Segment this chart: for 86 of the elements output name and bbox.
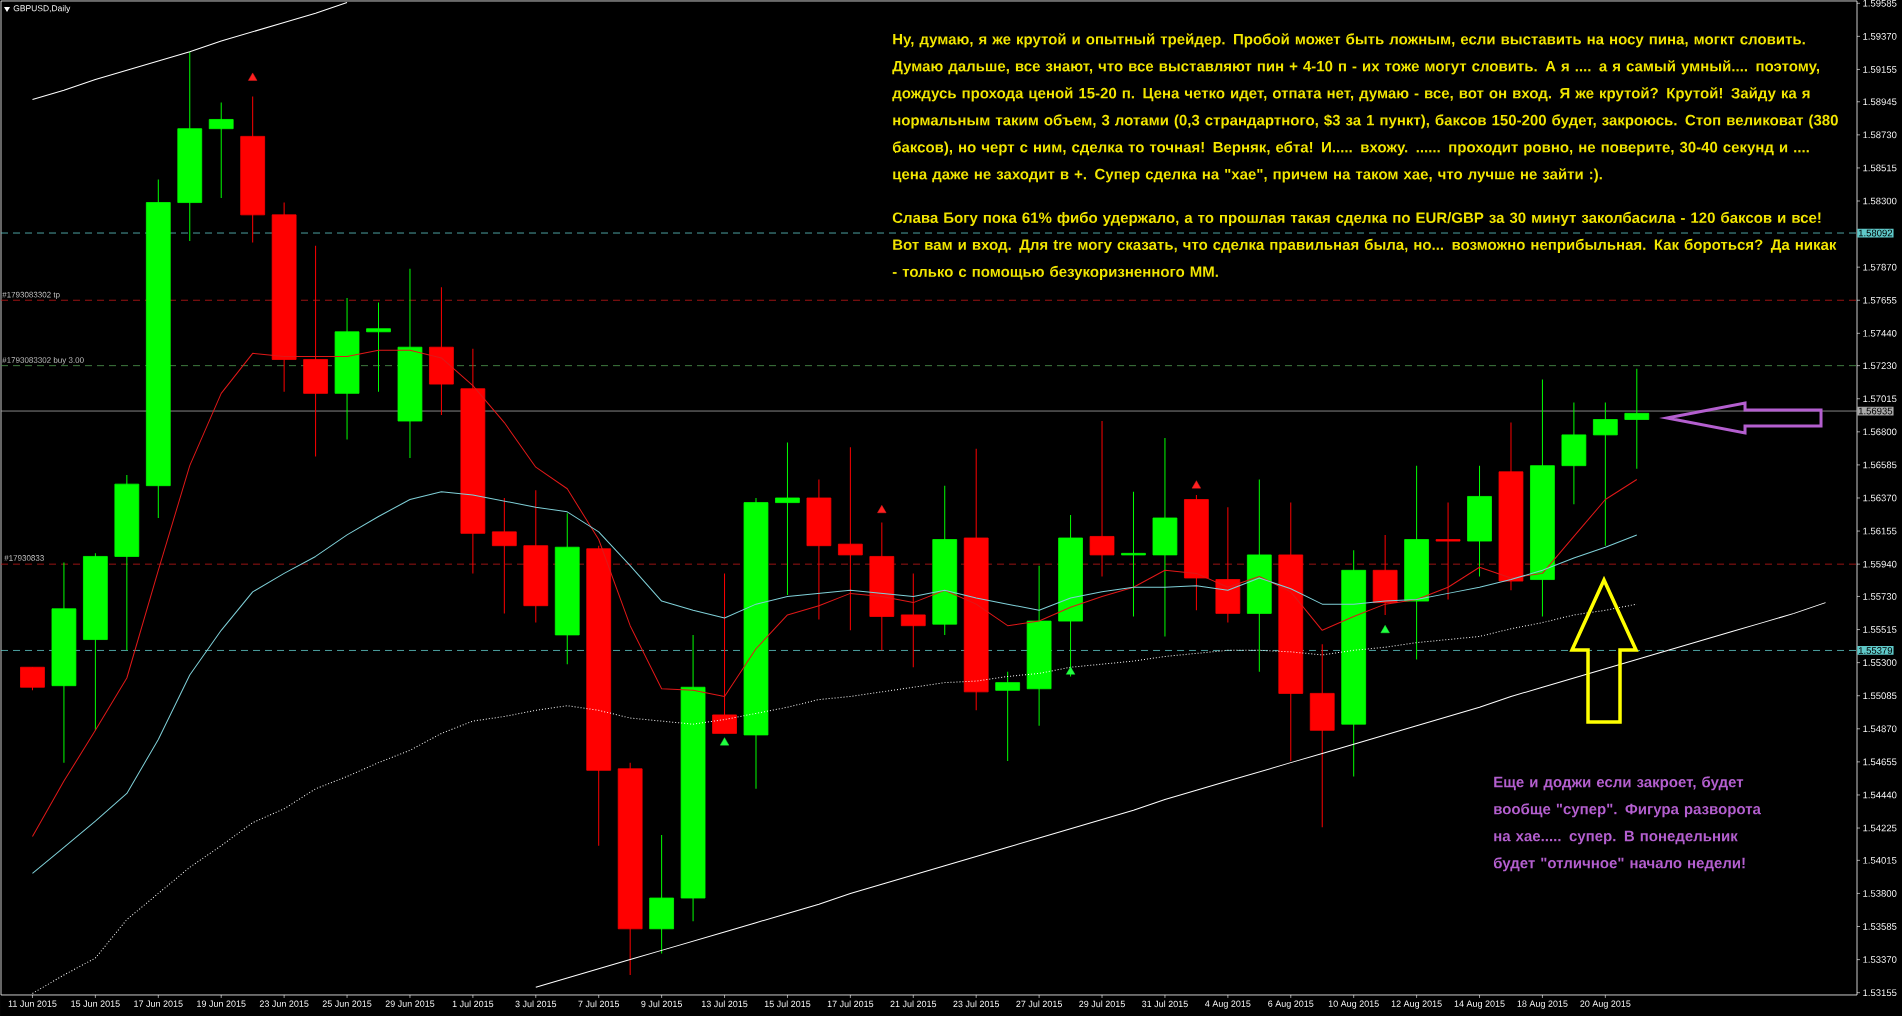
x-tick-label: 29 Jul 2015 [1079, 1000, 1125, 1008]
ref-line-label: 1.56935 [1858, 407, 1893, 415]
x-tick-label: 15 Jul 2015 [764, 1000, 811, 1008]
x-tick-label: 3 Jul 2015 [515, 1000, 557, 1008]
x-tick-label: 31 Jul 2015 [1142, 1000, 1188, 1008]
y-tick-label: 1.54655 [1863, 758, 1897, 766]
y-tick-label: 1.54225 [1863, 824, 1897, 832]
candlestick [366, 302, 391, 393]
candlestick [1624, 368, 1650, 470]
candlestick [491, 497, 517, 614]
y-tick-label: 1.54870 [1863, 725, 1897, 733]
ref-line-label: #1793083302 buy 3.00 [2, 356, 84, 365]
y-tick-label: 1.57655 [1863, 296, 1897, 304]
y-tick-label: 1.53370 [1863, 956, 1897, 963]
x-tick-label: 21 Jul 2015 [890, 1000, 937, 1008]
y-tick-label: 1.56800 [1863, 428, 1897, 436]
y-tick-label: 1.53585 [1863, 923, 1897, 930]
x-tick-label: 6 Aug 2015 [1268, 1000, 1314, 1009]
y-tick-label: 1.55085 [1863, 692, 1897, 700]
x-tick-label: 27 Jul 2015 [1016, 1000, 1062, 1008]
chart-title: GBPUSD,Daily [13, 5, 71, 13]
point [1191, 480, 1201, 489]
x-tick-label: 17 Jun 2015 [134, 1000, 183, 1007]
x-tick-label: 9 Jul 2015 [641, 1000, 682, 1008]
y-tick-label: 1.59585 [1863, 0, 1897, 7]
y-tick-label: 1.57440 [1863, 329, 1897, 337]
x-tick-label: 12 Aug 2015 [1391, 1000, 1442, 1009]
point [877, 505, 887, 513]
y-tick-label: 1.55515 [1863, 626, 1897, 633]
y-tick-label: 1.58730 [1863, 131, 1897, 139]
x-tick-label: 23 Jun 2015 [259, 1000, 309, 1007]
candlestick [995, 671, 1021, 762]
annotation: Ну, думаю, я же крутой и опытный трейдер. Пробой может быть ложным, если выставить на носу пина, могкт словить. Думаю дальше, все знают, что все выставляют пин + 4-10 п - их тоже могут словить. А я .... а я самый умный.... поэтому, дождусь прохода ценой 15-20 п. Цена четко идет, отпата нет, думаю - все, вот он вход. Я же крутой? Крутой! Зайду ка я нормальным таким объем, 3 лотами (0,3 страндартного, $3 за 1 пункт), баксов 150-200 будет, закроюсь. Стоп великоват (380 баксов), но черт с ним, сделка то точная! Верняк, ебта! И..... вхожу. ...... проходит ровно, не поверите, 30-40 секунд и .... цена даже не заходит в +. Супер сделка на "хае", причем на таком хае, что лучше не зайти :). [892, 33, 1838, 183]
x-tick-label: 11 Jun 2015 [8, 1000, 57, 1007]
point [1380, 625, 1390, 634]
y-tick-label: 1.56370 [1863, 494, 1897, 502]
candlestick [208, 102, 234, 199]
ref-line-label: 1.55379 [1858, 647, 1893, 654]
x-tick-label: 29 Jun 2015 [385, 1000, 435, 1007]
x-tick-label: 15 Jun 2015 [71, 1000, 120, 1007]
y-tick-label: 1.59370 [1863, 33, 1897, 40]
x-tick-label: 25 Jun 2015 [322, 1000, 372, 1007]
annotation: #17930833 [4, 555, 44, 561]
y-tick-label: 1.59155 [1863, 66, 1897, 73]
x-tick-label: 17 Jul 2015 [827, 1000, 874, 1008]
candlestick [838, 446, 863, 631]
point [248, 72, 258, 81]
x-tick-label: 13 Jul 2015 [701, 1000, 748, 1008]
y-tick-label: 1.58300 [1863, 197, 1897, 205]
y-tick-label: 1.56155 [1863, 527, 1897, 535]
y-tick-label: 1.56585 [1863, 461, 1897, 469]
candlestick [20, 666, 45, 691]
y-tick-label: 1.57015 [1863, 395, 1897, 403]
x-tick-label: 18 Aug 2015 [1517, 1000, 1568, 1009]
candlestick [1592, 402, 1618, 547]
candlestick [1121, 491, 1146, 617]
y-tick-label: 1.54440 [1863, 791, 1897, 799]
point [1066, 666, 1076, 675]
candlestick [900, 572, 926, 668]
y-tick-label: 1.55300 [1863, 659, 1897, 666]
y-tick-label: 1.53155 [1863, 989, 1897, 997]
y-tick-label: 1.55940 [1863, 560, 1897, 568]
point [720, 737, 730, 746]
annotation: Еще и доджи если закроет, будет вообще "супер". Фигура разворота на хае..... супер. В понедельник будет "отличное" начало недели! [1493, 776, 1761, 872]
ref-line-label: #1793083302 tp [2, 291, 60, 300]
x-tick-label: 7 Jul 2015 [578, 1000, 620, 1008]
candlestick [1089, 420, 1115, 577]
y-tick-label: 1.54015 [1863, 856, 1897, 864]
annotation: Слава Богу пока 61% фибо удержало, а то прошлая такая сделка по EUR/GBP за 30 минут заколбасила - 120 баксов и все! Вот вам и вход. Для tre могу сказать, что сделка правильная была, но... возможно неприбыльная. Как бороться? Да никак - только с помощью безукоризненного ММ. [892, 211, 1837, 280]
y-tick-label: 1.58515 [1863, 164, 1897, 172]
ref-line-label: 1.58092 [1858, 229, 1893, 237]
y-tick-label: 1.57230 [1863, 362, 1897, 370]
x-tick-label: 1 Jul 2015 [452, 1000, 494, 1008]
x-tick-label: 19 Jun 2015 [197, 1000, 246, 1007]
y-tick-label: 1.53800 [1863, 890, 1897, 897]
y-tick-label: 1.58945 [1863, 98, 1897, 106]
candlestick [1435, 502, 1461, 601]
x-tick-label: 20 Aug 2015 [1580, 1000, 1631, 1009]
y-tick-label: 1.55730 [1863, 593, 1897, 600]
y-tick-label: 1.57870 [1863, 263, 1897, 271]
candlestick [775, 442, 800, 596]
x-tick-label: 10 Aug 2015 [1328, 1000, 1379, 1009]
x-tick-label: 14 Aug 2015 [1454, 1000, 1505, 1009]
x-tick-label: 23 Jul 2015 [953, 1000, 1000, 1008]
candlestick [712, 572, 737, 734]
x-tick-label: 4 Aug 2015 [1205, 1000, 1251, 1009]
